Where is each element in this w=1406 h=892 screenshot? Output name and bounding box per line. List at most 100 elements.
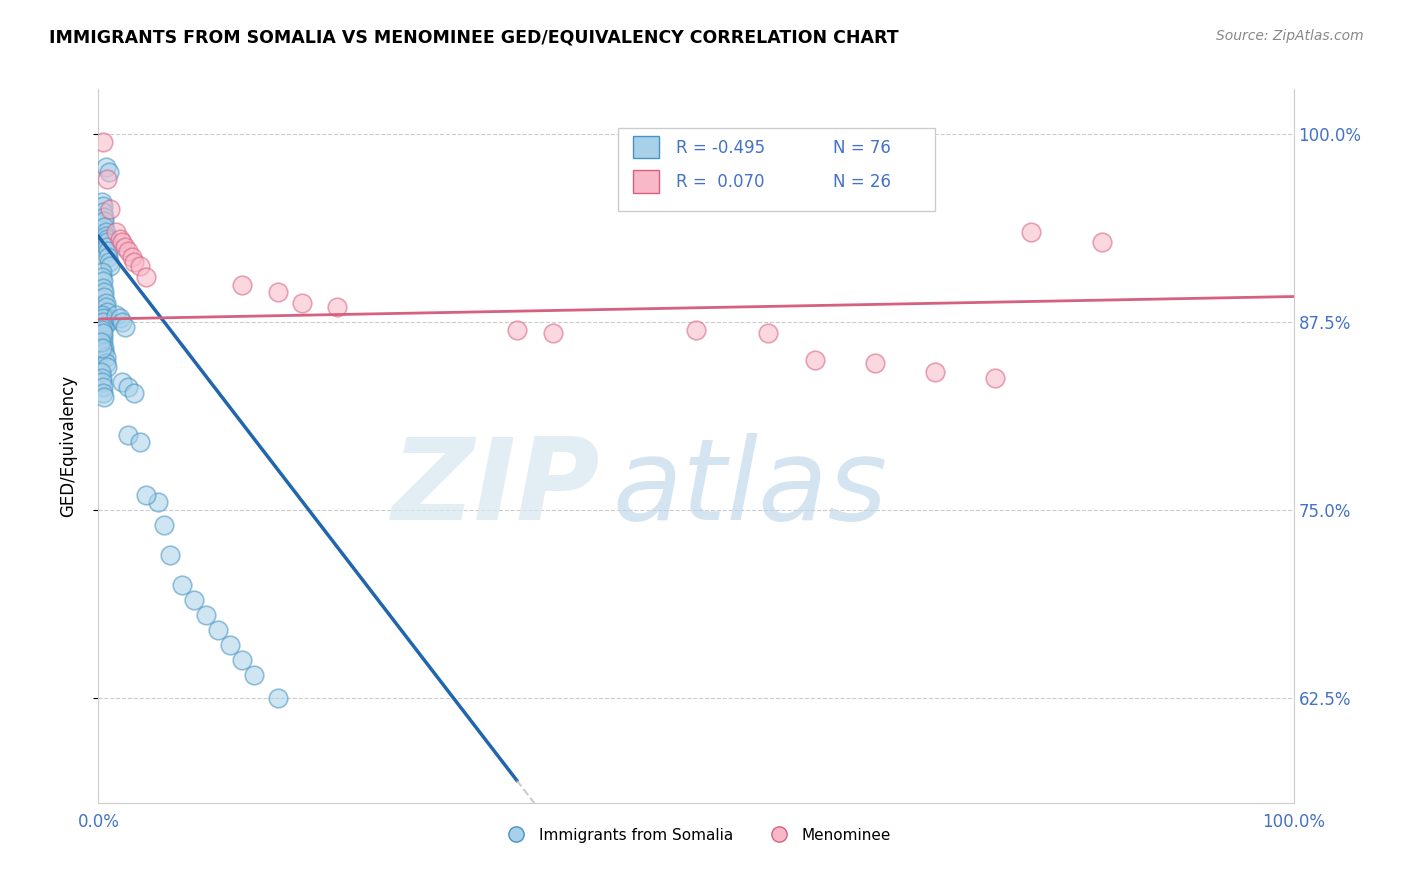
Point xyxy=(108,310,131,325)
Text: IMMIGRANTS FROM SOMALIA VS MENOMINEE GED/EQUIVALENCY CORRELATION CHART: IMMIGRANTS FROM SOMALIA VS MENOMINEE GED… xyxy=(49,29,898,46)
Bar xyxy=(633,136,659,159)
Point xyxy=(98,255,121,269)
Point xyxy=(326,300,349,314)
Point xyxy=(114,240,136,254)
Point xyxy=(93,341,115,355)
Point xyxy=(984,370,1007,384)
Point xyxy=(1091,235,1114,250)
Point xyxy=(98,165,121,179)
Point xyxy=(207,623,229,637)
Text: R =  0.070: R = 0.070 xyxy=(676,173,763,192)
Point xyxy=(91,275,114,289)
Point xyxy=(865,356,887,370)
Point xyxy=(108,232,131,246)
Point xyxy=(231,277,253,292)
Point xyxy=(148,495,170,509)
Point xyxy=(91,334,114,349)
Point xyxy=(97,251,120,265)
Point xyxy=(135,270,157,285)
Point xyxy=(291,295,314,310)
Point xyxy=(91,341,114,355)
Point xyxy=(93,319,115,334)
Text: N = 26: N = 26 xyxy=(834,173,891,192)
Point xyxy=(93,285,115,299)
Point xyxy=(91,265,114,279)
Point xyxy=(93,210,115,224)
Point xyxy=(111,375,134,389)
Point xyxy=(129,260,152,274)
Point xyxy=(111,235,134,250)
Bar xyxy=(633,169,659,193)
Point xyxy=(124,385,146,400)
Point xyxy=(114,319,136,334)
Point xyxy=(159,548,181,562)
Point xyxy=(153,517,176,532)
Point xyxy=(267,690,290,705)
Text: N = 76: N = 76 xyxy=(834,139,891,157)
Point xyxy=(124,255,146,269)
Text: R = -0.495: R = -0.495 xyxy=(676,139,765,157)
Point xyxy=(94,356,117,370)
Point xyxy=(541,326,564,340)
Point xyxy=(94,295,117,310)
Point xyxy=(91,319,114,334)
Point xyxy=(93,220,115,235)
Legend: Immigrants from Somalia, Menominee: Immigrants from Somalia, Menominee xyxy=(495,822,897,848)
Point xyxy=(90,365,112,379)
Point xyxy=(685,322,707,336)
Bar xyxy=(619,128,935,211)
Point xyxy=(91,135,114,149)
Point xyxy=(96,240,118,254)
Point xyxy=(105,308,128,322)
Point xyxy=(195,607,218,622)
Point xyxy=(506,322,529,336)
Point xyxy=(93,345,115,359)
Point xyxy=(91,379,114,393)
Point xyxy=(94,229,117,244)
Point xyxy=(267,285,290,299)
Point xyxy=(91,385,114,400)
Point xyxy=(93,390,115,404)
Point xyxy=(756,326,779,340)
Point xyxy=(91,375,114,389)
Point xyxy=(117,427,139,442)
Point xyxy=(96,304,118,318)
Point xyxy=(96,232,118,246)
Point xyxy=(94,225,117,239)
Point xyxy=(97,244,120,259)
Point xyxy=(91,330,114,344)
Point xyxy=(98,202,122,217)
Point xyxy=(91,326,114,340)
Point xyxy=(111,315,134,329)
Point xyxy=(172,578,194,592)
Point xyxy=(91,310,114,325)
Point xyxy=(219,638,242,652)
Point xyxy=(91,280,114,294)
Point xyxy=(91,199,114,213)
Point xyxy=(91,308,114,322)
Point xyxy=(91,326,114,340)
Point xyxy=(96,310,118,325)
Point xyxy=(117,244,139,259)
Point xyxy=(94,350,117,364)
Point xyxy=(183,593,205,607)
Point xyxy=(91,322,114,336)
Point xyxy=(94,300,117,314)
Point xyxy=(1019,225,1042,239)
Text: atlas: atlas xyxy=(613,434,887,544)
Point xyxy=(924,365,946,379)
Point xyxy=(96,360,118,375)
Point xyxy=(91,270,114,285)
Point xyxy=(98,260,122,274)
Point xyxy=(93,214,115,228)
Point xyxy=(117,379,139,393)
Point xyxy=(94,161,117,175)
Point xyxy=(243,668,266,682)
Point xyxy=(96,172,118,186)
Point xyxy=(97,315,120,329)
Point xyxy=(93,289,115,303)
Point xyxy=(91,315,114,329)
Y-axis label: GED/Equivalency: GED/Equivalency xyxy=(59,375,77,517)
Point xyxy=(804,352,827,367)
Point xyxy=(129,435,152,450)
